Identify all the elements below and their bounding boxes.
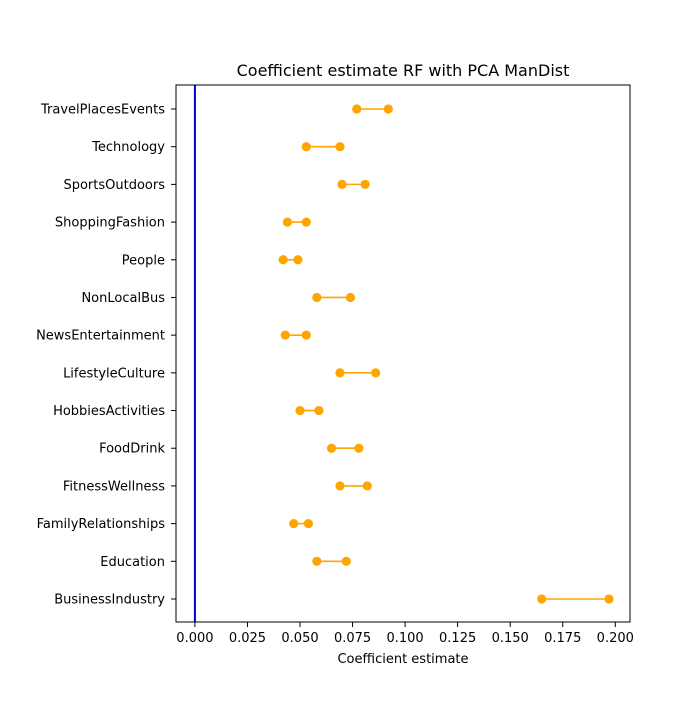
interval-high-point-12	[341, 556, 351, 566]
interval-low-point-10	[335, 481, 345, 491]
x-tick-label-8: 0.200	[597, 631, 634, 646]
interval-high-point-10	[362, 481, 372, 491]
interval-low-point-2	[337, 179, 347, 189]
x-tick-label-7: 0.175	[544, 631, 581, 646]
y-tick-label-7: LifestyleCulture	[63, 366, 165, 381]
x-tick-label-6: 0.150	[492, 631, 529, 646]
interval-low-point-11	[289, 519, 299, 529]
x-tick-label-2: 0.050	[281, 631, 318, 646]
interval-low-point-7	[335, 368, 345, 378]
y-tick-label-3: ShoppingFashion	[55, 216, 165, 231]
interval-high-point-9	[354, 443, 364, 453]
y-tick-label-5: NonLocalBus	[81, 291, 165, 306]
interval-high-point-5	[345, 292, 356, 303]
y-tick-label-12: Education	[100, 555, 165, 570]
x-axis-title: Coefficient estimate	[337, 652, 468, 667]
y-tick-label-1: Technology	[91, 140, 165, 155]
interval-low-point-9	[326, 443, 337, 453]
x-tick-label-4: 0.100	[386, 631, 423, 646]
chart-title: Coefficient estimate RF with PCA ManDist	[237, 61, 570, 80]
interval-low-point-6	[280, 330, 290, 340]
y-tick-label-4: People	[122, 253, 165, 268]
interval-low-point-5	[312, 292, 322, 303]
interval-high-point-3	[301, 217, 311, 227]
y-tick-label-10: FitnessWellness	[63, 479, 165, 494]
interval-high-point-6	[301, 330, 311, 340]
interval-low-point-8	[295, 405, 305, 416]
interval-low-point-12	[312, 556, 322, 566]
y-tick-label-9: FoodDrink	[99, 442, 165, 457]
x-tick-label-3: 0.075	[334, 631, 371, 646]
interval-high-point-2	[360, 179, 370, 189]
y-tick-label-8: HobbiesActivities	[53, 404, 165, 419]
interval-high-point-7	[371, 368, 381, 378]
y-tick-label-11: FamilyRelationships	[37, 517, 166, 532]
interval-high-point-13	[604, 594, 614, 604]
interval-high-point-1	[335, 142, 345, 152]
interval-low-point-13	[537, 594, 547, 604]
plot-frame	[175, 84, 631, 623]
interval-low-point-1	[301, 142, 311, 152]
x-tick-label-0: 0.000	[176, 631, 213, 646]
interval-low-point-4	[278, 255, 288, 265]
x-tick-label-1: 0.025	[229, 631, 266, 646]
interval-high-point-0	[383, 104, 393, 114]
interval-high-point-11	[303, 519, 314, 529]
interval-low-point-3	[282, 217, 292, 227]
interval-low-point-0	[352, 104, 362, 114]
y-tick-label-0: TravelPlacesEvents	[40, 103, 165, 118]
y-tick-label-2: SportsOutdoors	[63, 178, 165, 193]
y-tick-label-6: NewsEntertainment	[36, 329, 165, 344]
y-tick-label-13: BusinessIndustry	[54, 593, 165, 608]
interval-high-point-8	[314, 405, 324, 416]
interval-high-point-4	[293, 255, 303, 265]
x-tick-label-5: 0.125	[439, 631, 476, 646]
